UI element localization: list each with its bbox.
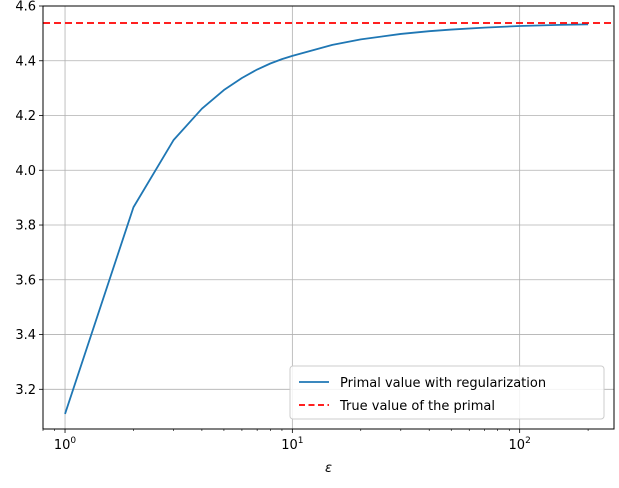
x-tick-label: 101 — [281, 436, 303, 453]
y-tick-label: 4.0 — [15, 164, 36, 179]
y-tick-label: 4.2 — [15, 109, 36, 124]
y-tick-label: 3.8 — [15, 219, 36, 234]
legend: Primal value with regularization True va… — [289, 365, 605, 420]
legend-label-primal-regularization: Primal value with regularization — [340, 376, 546, 391]
x-axis-label: ε — [325, 461, 332, 476]
x-tick-exponent: 2 — [525, 436, 531, 446]
x-axis: 100 101 102 — [42, 429, 589, 453]
y-tick-label: 3.2 — [15, 383, 36, 398]
x-tick-label: 100 — [54, 436, 77, 453]
x-tick-exponent: 1 — [298, 436, 304, 446]
y-tick-label: 3.4 — [15, 328, 36, 343]
y-axis: 3.2 3.4 3.6 3.8 4.0 4.2 4.4 4.6 — [15, 0, 43, 398]
y-tick-label: 4.4 — [15, 54, 36, 69]
legend-label-true-primal: True value of the primal — [339, 399, 495, 414]
x-tick-exponent: 0 — [70, 436, 76, 446]
y-tick-label: 3.6 — [15, 273, 36, 288]
plot-series — [43, 22, 614, 415]
legend-box — [289, 365, 605, 420]
x-tick-label: 102 — [509, 436, 531, 453]
y-tick-label: 4.6 — [15, 0, 36, 15]
series-line-primal-regularization — [64, 23, 589, 415]
plot-frame — [42, 5, 615, 430]
